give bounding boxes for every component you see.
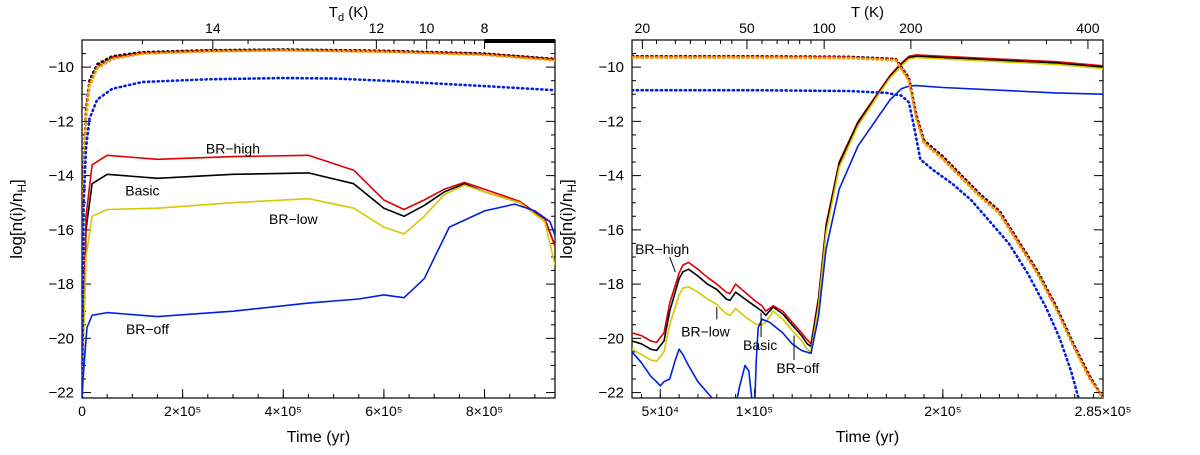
series-line <box>632 56 1103 398</box>
x-tick-label: 4×10⁵ <box>265 403 302 419</box>
y-tick-label: −22 <box>599 385 624 402</box>
x-axis-label: Time (yr) <box>836 429 899 446</box>
series-line <box>632 54 1103 345</box>
x-tick-label: 2×10⁵ <box>164 403 201 419</box>
y-axis-label: log[n(i)/nH] <box>557 179 579 259</box>
top-tick-label: 100 <box>812 20 836 36</box>
annotation-label: BR−off <box>776 360 819 376</box>
x-tick-label: 2×10⁵ <box>924 403 961 419</box>
y-tick-label: −20 <box>49 330 74 347</box>
top-label-sub: d <box>338 12 344 24</box>
top-tick-label: 50 <box>739 20 755 36</box>
y-tick-label: −14 <box>599 168 624 185</box>
annotation-label: BR−high <box>635 241 689 257</box>
series-line <box>82 184 555 398</box>
top-tick-label: 400 <box>1076 20 1100 36</box>
top-label-unit: (K) <box>344 4 368 21</box>
plot-frame <box>631 39 1104 399</box>
series-line <box>632 88 1080 398</box>
annotation-label: BR−off <box>126 321 169 337</box>
top-tick-label: 12 <box>369 20 385 36</box>
series-line <box>82 49 555 398</box>
annotation-label: BR−low <box>269 211 319 227</box>
y-label-sub: H <box>565 184 579 193</box>
panel-right: −10 −12 −14 −16 −18 −20 −22 5×10⁴ 1×10⁵ 2×10⁵ 2.85… <box>557 4 1131 446</box>
y-tick-label: −22 <box>49 385 74 402</box>
x-tick-label: 6×10⁵ <box>365 403 402 419</box>
top-dense-ticks <box>484 39 555 43</box>
series-group <box>632 54 1103 398</box>
y-tick-label: −18 <box>49 276 74 293</box>
x-tick-label: 8×10⁵ <box>466 403 503 419</box>
x-tick-label: 2.85×10⁵ <box>1075 403 1132 419</box>
panel-left: −10 −12 −14 −16 −18 −20 −220 2×10⁵ 4×10⁵ 6×10⁵ 8×1… <box>7 4 556 446</box>
x-tick-label: 0 <box>78 403 86 419</box>
y-tick-label: −10 <box>49 59 74 76</box>
y-axis-label: log[n(i)/nH] <box>7 179 29 259</box>
series-line <box>82 48 555 398</box>
top-axis-label: T (K) <box>851 4 884 21</box>
series-line <box>82 203 555 398</box>
series-line <box>632 56 1103 363</box>
x-axis-label: Time (yr) <box>287 429 350 446</box>
top-tick-label: 20 <box>635 20 651 36</box>
series-group <box>82 48 555 398</box>
y-tick-label: −16 <box>49 222 74 239</box>
y-tick-label: −16 <box>599 222 624 239</box>
y-label-main: log[n(i)/n <box>7 193 26 259</box>
y-tick-label: −18 <box>599 276 624 293</box>
y-tick-label: −10 <box>599 59 624 76</box>
y-tick-label: −12 <box>599 113 624 130</box>
series-line <box>82 154 555 398</box>
series-line <box>632 84 1103 398</box>
y-label-close: ] <box>7 179 26 184</box>
top-tick-label: 14 <box>205 20 221 36</box>
y-tick-label: −20 <box>599 330 624 347</box>
series-line <box>632 55 1103 352</box>
top-axis-label: Td (K) <box>329 4 368 24</box>
top-tick-label: 200 <box>899 20 923 36</box>
plot-frame <box>81 39 556 399</box>
series-line <box>82 48 555 398</box>
y-tick-label: −14 <box>49 168 74 185</box>
annotation-label: BR−high <box>206 140 260 156</box>
top-tick-label: 8 <box>481 20 489 36</box>
series-line <box>82 76 555 398</box>
y-label-main: log[n(i)/n <box>557 193 576 259</box>
y-tick-label: −12 <box>49 113 74 130</box>
annotation-leader <box>669 256 676 273</box>
series-line <box>82 172 555 398</box>
x-tick-label: 1×10⁵ <box>736 403 773 419</box>
x-tick-label: 5×10⁴ <box>641 403 679 419</box>
annotation-label: Basic <box>743 337 777 353</box>
top-label-main: T <box>329 4 338 21</box>
y-label-close: ] <box>557 179 576 184</box>
annotation-label: Basic <box>125 183 159 199</box>
top-tick-label: 10 <box>419 20 435 36</box>
y-label-sub: H <box>15 184 29 193</box>
annotation-label: BR−low <box>681 324 731 340</box>
